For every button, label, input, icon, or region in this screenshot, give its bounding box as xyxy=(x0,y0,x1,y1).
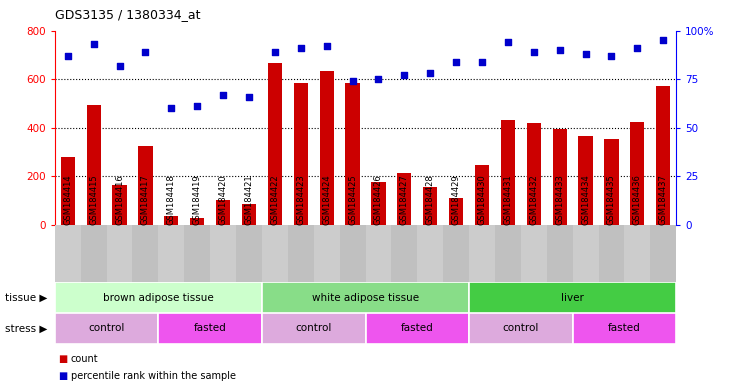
Text: ■: ■ xyxy=(58,371,68,381)
Bar xyxy=(314,225,340,282)
Point xyxy=(192,103,203,109)
Bar xyxy=(80,225,107,282)
Bar xyxy=(651,225,676,282)
Bar xyxy=(371,182,385,225)
Text: brown adipose tissue: brown adipose tissue xyxy=(103,293,213,303)
Bar xyxy=(526,123,541,225)
Text: control: control xyxy=(295,323,332,333)
Point xyxy=(554,47,566,53)
Bar xyxy=(572,313,676,344)
Text: fasted: fasted xyxy=(608,323,641,333)
Bar xyxy=(605,139,618,225)
Point xyxy=(88,41,99,47)
Bar xyxy=(164,216,178,225)
Point xyxy=(217,92,229,98)
Point xyxy=(243,94,255,100)
Point xyxy=(502,39,514,45)
Bar xyxy=(288,225,314,282)
Point xyxy=(140,49,151,55)
Point xyxy=(398,72,410,78)
Point xyxy=(346,78,358,84)
Bar xyxy=(553,129,567,225)
Point xyxy=(528,49,539,55)
Bar xyxy=(159,225,184,282)
Text: fasted: fasted xyxy=(401,323,433,333)
Bar xyxy=(242,204,256,225)
Bar xyxy=(417,225,443,282)
Bar xyxy=(107,225,132,282)
Bar xyxy=(86,105,101,225)
Text: control: control xyxy=(88,323,125,333)
Text: liver: liver xyxy=(561,293,584,303)
Bar xyxy=(262,282,469,313)
Point xyxy=(165,105,177,111)
Point xyxy=(425,70,436,76)
Point xyxy=(632,45,643,51)
Text: GDS3135 / 1380334_at: GDS3135 / 1380334_at xyxy=(55,8,200,21)
Bar xyxy=(184,225,211,282)
Text: percentile rank within the sample: percentile rank within the sample xyxy=(71,371,236,381)
Point xyxy=(476,59,488,65)
Bar xyxy=(190,218,205,225)
Bar xyxy=(216,200,230,225)
Point xyxy=(62,53,74,59)
Point xyxy=(269,49,281,55)
Point xyxy=(657,37,669,43)
Bar xyxy=(449,198,463,225)
Bar xyxy=(340,225,366,282)
Bar xyxy=(366,313,469,344)
Point xyxy=(605,53,617,59)
Bar xyxy=(319,71,334,225)
Bar xyxy=(495,225,520,282)
Bar xyxy=(547,225,572,282)
Bar xyxy=(469,225,495,282)
Bar xyxy=(61,157,75,225)
Text: count: count xyxy=(71,354,99,364)
Bar xyxy=(211,225,236,282)
Text: ■: ■ xyxy=(58,354,68,364)
Bar xyxy=(501,121,515,225)
Bar xyxy=(113,185,126,225)
Bar xyxy=(138,146,153,225)
Text: stress ▶: stress ▶ xyxy=(5,323,48,333)
Bar xyxy=(55,313,159,344)
Point xyxy=(295,45,306,51)
Text: control: control xyxy=(503,323,539,333)
Bar xyxy=(391,225,417,282)
Bar xyxy=(159,313,262,344)
Text: tissue ▶: tissue ▶ xyxy=(5,293,48,303)
Bar xyxy=(469,282,676,313)
Bar xyxy=(236,225,262,282)
Bar xyxy=(624,225,651,282)
Bar xyxy=(423,187,437,225)
Bar xyxy=(55,225,80,282)
Bar xyxy=(630,122,645,225)
Bar xyxy=(599,225,624,282)
Bar xyxy=(469,313,572,344)
Text: fasted: fasted xyxy=(194,323,227,333)
Point xyxy=(450,59,462,65)
Point xyxy=(321,43,333,49)
Bar xyxy=(268,63,282,225)
Point xyxy=(580,51,591,57)
Bar xyxy=(55,282,262,313)
Bar xyxy=(572,225,599,282)
Point xyxy=(373,76,385,82)
Bar xyxy=(656,86,670,225)
Bar xyxy=(262,313,366,344)
Bar xyxy=(366,225,391,282)
Bar xyxy=(578,136,593,225)
Bar xyxy=(521,225,547,282)
Text: white adipose tissue: white adipose tissue xyxy=(312,293,419,303)
Bar xyxy=(397,172,412,225)
Point xyxy=(114,63,126,69)
Bar xyxy=(346,83,360,225)
Bar xyxy=(443,225,469,282)
Bar xyxy=(262,225,288,282)
Bar xyxy=(132,225,159,282)
Bar xyxy=(294,83,308,225)
Bar xyxy=(475,165,489,225)
